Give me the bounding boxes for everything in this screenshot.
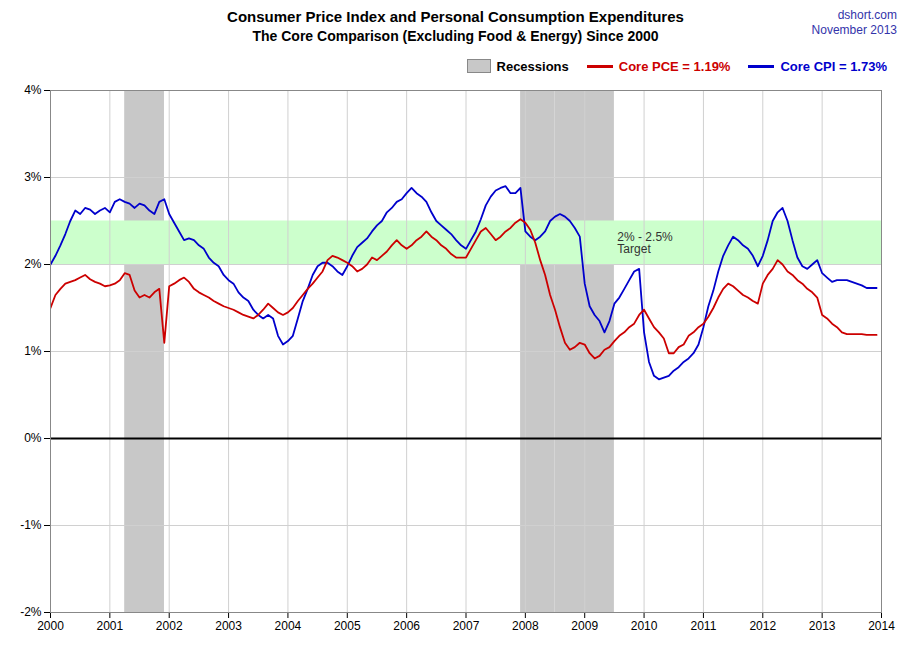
svg-text:2001: 2001: [97, 619, 124, 633]
svg-text:-2%: -2%: [20, 605, 42, 619]
svg-text:2011: 2011: [691, 619, 717, 633]
html-text:Core PCE = 1.19%: Core PCE = 1.19%: [618, 58, 731, 74]
svg-text:2004: 2004: [275, 619, 302, 633]
svg-text:2010: 2010: [631, 619, 658, 633]
svg-text:2002: 2002: [156, 619, 183, 633]
svg-text:0%: 0%: [24, 431, 42, 445]
svg-text:2012: 2012: [749, 619, 776, 633]
svg-text:2007: 2007: [453, 619, 480, 633]
svg-text:2006: 2006: [393, 619, 420, 633]
svg-text:4%: 4%: [24, 83, 42, 97]
svg-text:3%: 3%: [24, 170, 42, 184]
html-text:Consumer Price Index and Perso: Consumer Price Index and Personal Consum…: [227, 8, 684, 25]
svg-text:2%: 2%: [24, 257, 42, 271]
svg-text:2014: 2014: [868, 619, 895, 633]
svg-text:2013: 2013: [809, 619, 836, 633]
html-text:Recessions: Recessions: [496, 58, 569, 74]
svg-text:1%: 1%: [24, 344, 42, 358]
svg-text:2003: 2003: [215, 619, 242, 633]
svg-text:2008: 2008: [512, 619, 539, 633]
html-text:dshort.com: dshort.com: [837, 8, 897, 22]
svg-text:2005: 2005: [334, 619, 361, 633]
html-text:November 2013: November 2013: [811, 23, 897, 37]
svg-text:2% - 2.5%Target: 2% - 2.5%Target: [617, 230, 673, 256]
html-text:Core CPI = 1.73%: Core CPI = 1.73%: [780, 58, 887, 74]
svg-text:2000: 2000: [37, 619, 64, 633]
svg-text:-1%: -1%: [20, 518, 42, 532]
html-text:The Core Comparison (Excluding: The Core Comparison (Excluding Food & En…: [252, 28, 659, 44]
svg-text:2009: 2009: [571, 619, 598, 633]
